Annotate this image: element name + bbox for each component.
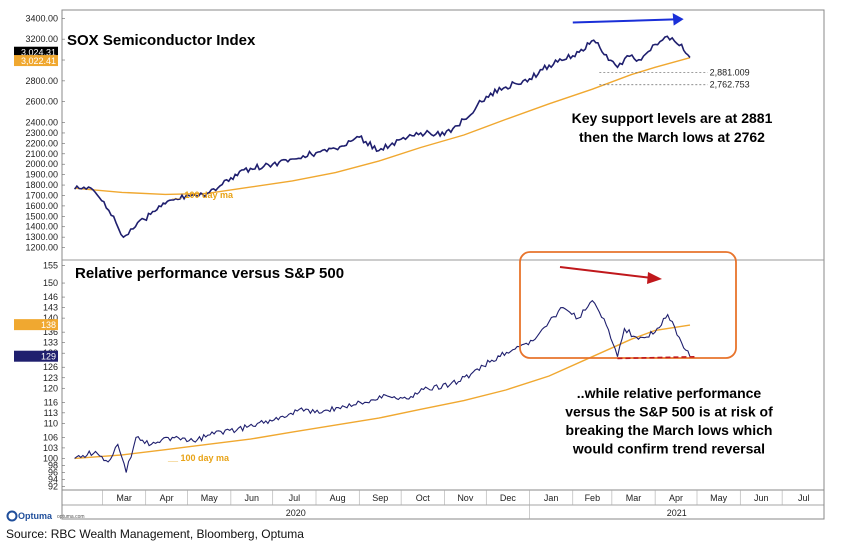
y-tick-label: 133 bbox=[43, 338, 58, 348]
price-badge bbox=[14, 319, 58, 331]
y-tick-label: 136 bbox=[43, 327, 58, 337]
panel-title: Relative performance versus S&P 500 bbox=[75, 265, 344, 282]
y-tick-label: 2200.00 bbox=[25, 138, 58, 148]
y-tick-label: 126 bbox=[43, 362, 58, 372]
y-tick-label: 113 bbox=[44, 408, 58, 418]
x-tick-label: May bbox=[710, 493, 728, 503]
support-label: 2,881.009 bbox=[710, 67, 750, 77]
y-tick-label: 1900.00 bbox=[25, 170, 58, 180]
y-tick-label: 110 bbox=[44, 418, 58, 428]
y-tick-label: 96 bbox=[48, 467, 58, 477]
y-tick-label: 120 bbox=[43, 383, 58, 393]
y-tick-label: 143 bbox=[43, 303, 58, 313]
x-tick-label: Oct bbox=[416, 493, 431, 503]
y-tick-label: 94 bbox=[48, 474, 58, 484]
brand-name: Optuma bbox=[18, 511, 53, 521]
y-tick-label: 92 bbox=[48, 481, 58, 491]
x-tick-label: Mar bbox=[116, 493, 132, 503]
y-tick-label: 103 bbox=[43, 443, 58, 453]
y-tick-label: 1400.00 bbox=[25, 222, 58, 232]
trend-arrow bbox=[559, 266, 653, 279]
ma-label: __ 100 day ma bbox=[167, 453, 230, 463]
x-tick-label: Jul bbox=[289, 493, 301, 503]
y-tick-label: 1300.00 bbox=[25, 232, 58, 242]
y-tick-label: 1700.00 bbox=[25, 190, 58, 200]
annotation-line: ..while relative performance bbox=[577, 385, 762, 401]
ma-line bbox=[74, 57, 691, 196]
ma-label: __ 100 day ma bbox=[171, 190, 234, 200]
price-line bbox=[74, 299, 691, 473]
panel-title: SOX Semiconductor Index bbox=[67, 32, 256, 49]
x-tick-label: May bbox=[201, 493, 219, 503]
x-tick-label: Apr bbox=[160, 493, 174, 503]
x-tick-label: Nov bbox=[457, 493, 474, 503]
y-tick-label: 2100.00 bbox=[25, 149, 58, 159]
x-tick-label: Jul bbox=[798, 493, 810, 503]
y-tick-label: 100 bbox=[43, 453, 58, 463]
plot-frame bbox=[61, 9, 825, 520]
y-tick-label: 2400.00 bbox=[25, 118, 58, 128]
y-tick-label: 2800.00 bbox=[25, 76, 58, 86]
price-badge-label: 138 bbox=[41, 320, 56, 330]
optuma-logo-icon bbox=[6, 510, 18, 522]
y-tick-label: 2000.00 bbox=[25, 159, 58, 169]
y-tick-label: 2300.00 bbox=[25, 128, 58, 138]
price-badge bbox=[14, 350, 58, 362]
support-line bbox=[617, 355, 698, 360]
y-tick-label: 2600.00 bbox=[25, 97, 58, 107]
price-line bbox=[73, 35, 691, 239]
y-tick-label: 150 bbox=[43, 278, 58, 288]
price-badge bbox=[14, 46, 58, 58]
support-label: 2,762.753 bbox=[710, 80, 750, 90]
x-tick-label: Jun bbox=[245, 493, 260, 503]
x-tick-label: Apr bbox=[669, 493, 683, 503]
x-tick-label: Feb bbox=[585, 493, 601, 503]
y-tick-label: 146 bbox=[43, 292, 58, 302]
y-tick-label: 116 bbox=[44, 397, 58, 407]
x-tick-label: Aug bbox=[330, 493, 346, 503]
x-tick-label: Jan bbox=[544, 493, 559, 503]
price-badge-label: 3,022.41 bbox=[21, 56, 56, 66]
price-badge-label: 3,024.31 bbox=[21, 48, 56, 58]
y-tick-label: 3400.00 bbox=[25, 13, 58, 23]
y-tick-label: 1600.00 bbox=[25, 201, 58, 211]
price-badge bbox=[14, 55, 58, 67]
x-tick-label: Sep bbox=[372, 493, 388, 503]
ma-line bbox=[74, 324, 691, 460]
trend-arrow-head bbox=[672, 13, 684, 26]
y-tick-label: 123 bbox=[43, 373, 58, 383]
x-tick-label: Jun bbox=[754, 493, 769, 503]
source-note: Source: RBC Wealth Management, Bloomberg… bbox=[6, 527, 304, 541]
x-tick-label: Mar bbox=[626, 493, 642, 503]
annotation-line: Key support levels are at 2881 bbox=[572, 110, 773, 126]
annotation-line: breaking the March lows which bbox=[566, 422, 773, 438]
highlight-box bbox=[519, 251, 737, 359]
year-label: 2020 bbox=[286, 508, 306, 518]
y-tick-label: 155 bbox=[43, 261, 58, 271]
y-tick-label: 98 bbox=[48, 460, 58, 470]
y-tick-label: 3200.00 bbox=[25, 34, 58, 44]
price-badge-label: 129 bbox=[41, 352, 56, 362]
annotation-line: then the March lows at 2762 bbox=[579, 129, 765, 145]
y-tick-label: 1500.00 bbox=[25, 211, 58, 221]
annotation-line: would confirm trend reversal bbox=[572, 441, 765, 457]
brand-url: optuma.com bbox=[57, 514, 85, 520]
annotation-line: versus the S&P 500 is at risk of bbox=[565, 404, 773, 420]
y-tick-label: 1800.00 bbox=[25, 180, 58, 190]
trend-arrow-head bbox=[647, 272, 662, 284]
y-tick-label: 140 bbox=[43, 313, 58, 323]
y-tick-label: 106 bbox=[43, 432, 58, 442]
year-label: 2021 bbox=[667, 508, 687, 518]
x-tick-label: Dec bbox=[500, 493, 517, 503]
trend-arrow bbox=[572, 18, 675, 24]
y-tick-label: 1200.00 bbox=[25, 243, 58, 253]
